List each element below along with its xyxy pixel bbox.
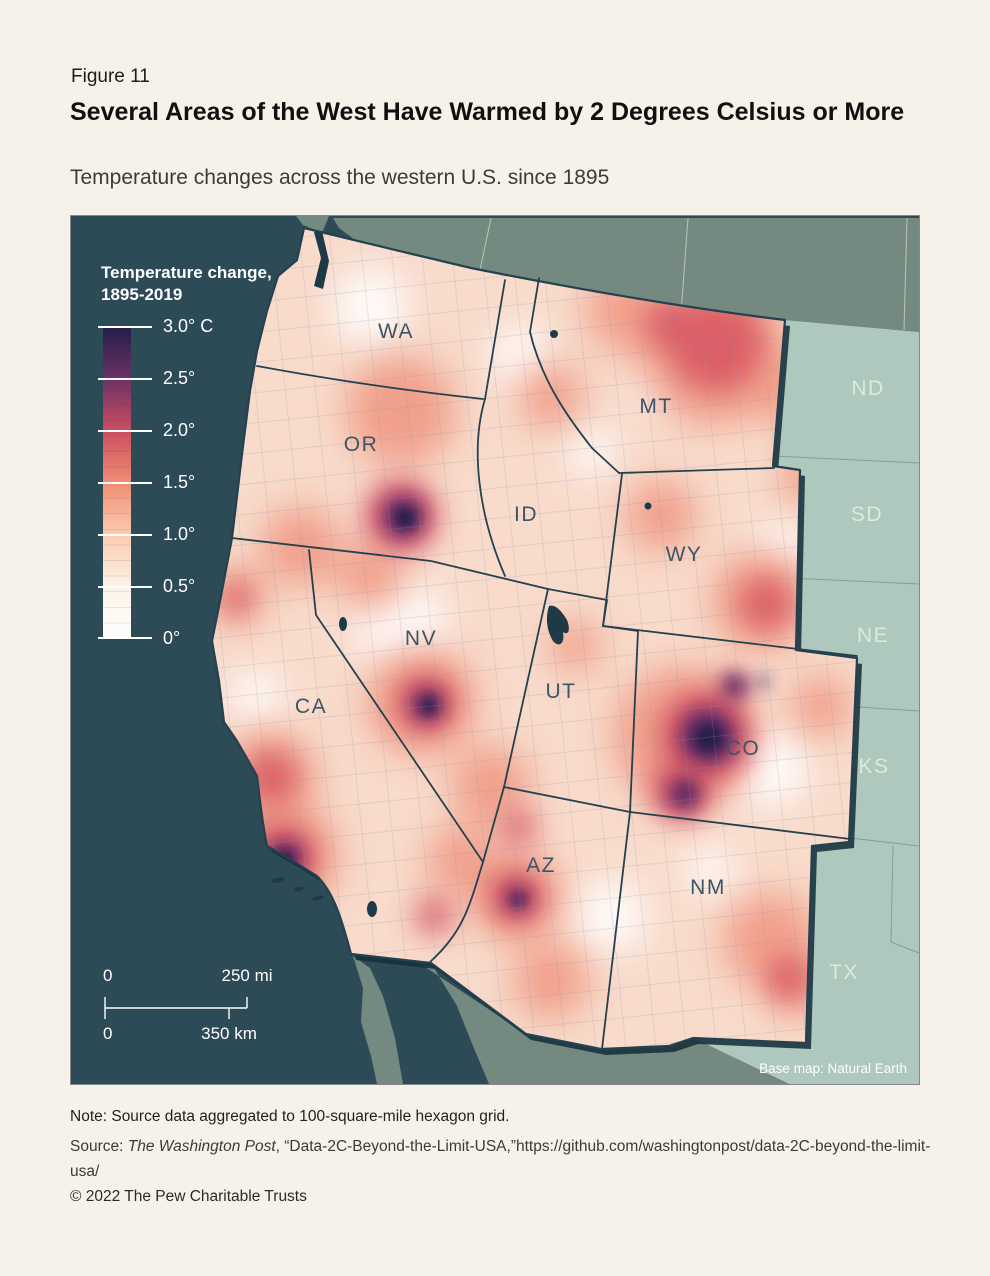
legend-title: Temperature change, 1895-2019 <box>101 263 272 305</box>
legend-tick-label: 0.5° <box>163 575 196 596</box>
source-work-title: The Washington Post <box>127 1138 276 1155</box>
state-label-ks: KS <box>858 755 889 778</box>
state-labels-outside: ND SD NE KS TX <box>829 377 889 984</box>
state-label-nd: ND <box>851 377 884 400</box>
scale-bar: 0 250 mi 0 350 km <box>103 966 273 1043</box>
copyright-text: © 2022 The Pew Charitable Trusts <box>70 1188 307 1205</box>
canada-landmass <box>296 216 919 332</box>
mexico-landmass <box>353 956 789 1084</box>
map-panel: WA OR ID MT WY NV UT CA CO AZ NM ND SD N… <box>70 215 920 1085</box>
source-text: Source: The Washington Post, “Data-2C-Be… <box>70 1135 932 1185</box>
map-legend: Temperature change, 1895-2019 3.0° C 2.5… <box>98 262 301 648</box>
scale-mi-start: 0 <box>103 966 112 985</box>
note-text: Note: Source data aggregated to 100-squa… <box>70 1108 510 1125</box>
source-label: Source: <box>70 1138 128 1155</box>
state-label-mt: MT <box>639 395 672 418</box>
state-label-sd: SD <box>851 503 883 526</box>
basemap-credit: Base map: Natural Earth <box>759 1061 907 1076</box>
legend-tick <box>98 377 152 380</box>
outside-states-region <box>693 320 919 1084</box>
legend-tick-label: 2.5° <box>163 367 196 388</box>
state-label-wy: WY <box>666 543 703 566</box>
state-label-az: AZ <box>526 854 556 877</box>
legend-tick-label: 0° <box>163 627 181 648</box>
legend-tick <box>98 533 152 536</box>
legend-tick-label: 1.0° <box>163 523 196 544</box>
legend-tick-label: 1.5° <box>163 471 196 492</box>
state-label-nm: NM <box>690 876 726 899</box>
lakes <box>271 231 652 917</box>
legend-tick <box>98 429 152 432</box>
legend-tick-label: 3.0° C <box>163 315 214 336</box>
legend-tick <box>98 481 152 484</box>
state-labels-study: WA OR ID MT WY NV UT CA CO AZ NM <box>295 320 761 899</box>
state-label-ca: CA <box>295 695 327 718</box>
scale-km-end: 350 km <box>201 1024 257 1043</box>
legend-tick <box>98 636 152 639</box>
figure-label: Figure 11 <box>71 66 150 87</box>
page-subtitle: Temperature changes across the western U… <box>70 166 610 189</box>
scale-km-start: 0 <box>103 1024 112 1043</box>
state-label-id: ID <box>514 503 538 526</box>
source-rest: , “Data-2C-Beyond-the-Limit-USA,”https:/… <box>70 1138 931 1180</box>
state-label-ut: UT <box>546 680 577 703</box>
page-title: Several Areas of the West Have Warmed by… <box>70 98 905 126</box>
legend-colorbar: 3.0° C 2.5° 2.0° 1.5° 1.0° 0.5° 0° <box>98 316 301 648</box>
legend-tick-label: 2.0° <box>163 419 196 440</box>
state-label-tx: TX <box>829 961 859 984</box>
state-label-wa: WA <box>378 320 414 343</box>
state-label-co: CO <box>726 737 761 760</box>
scale-mi-end: 250 mi <box>221 966 272 985</box>
legend-tick <box>98 585 152 588</box>
legend-tick <box>98 325 152 328</box>
state-label-or: OR <box>344 433 379 456</box>
state-label-ne: NE <box>857 624 889 647</box>
state-borders <box>210 226 859 1051</box>
map-canvas: WA OR ID MT WY NV UT CA CO AZ NM ND SD N… <box>71 216 919 1084</box>
state-label-nv: NV <box>405 627 437 650</box>
